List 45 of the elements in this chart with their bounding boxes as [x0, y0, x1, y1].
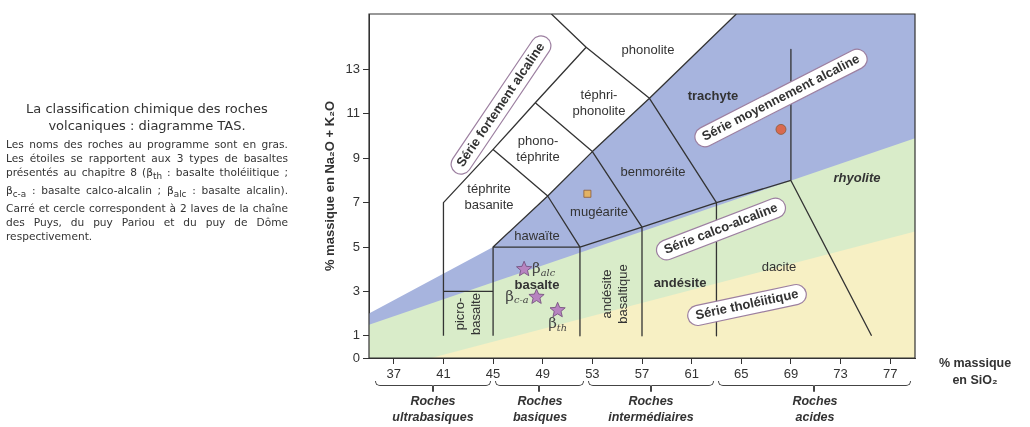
y-tick-label: 7: [352, 194, 360, 210]
annotation: téphri- phonolite: [572, 86, 626, 118]
x-tick-label: 53: [585, 366, 600, 382]
annotation: phono- téphrite: [516, 132, 560, 164]
annotation: dacite: [761, 258, 797, 274]
series-label: βalc: [532, 259, 556, 278]
x-tick-label: 37: [386, 366, 402, 382]
x-tick-label: 69: [783, 366, 799, 382]
point: [775, 124, 787, 135]
annotation: picro- basalte: [451, 293, 483, 335]
y-tick-label: 0: [352, 349, 360, 365]
point: [549, 301, 566, 318]
text: Roches ultrabasiques: [392, 394, 474, 425]
point: [583, 189, 592, 198]
y-axis-title: % massique en Na₂O + K₂O: [322, 100, 338, 272]
x-tick-label: 65: [734, 366, 749, 382]
annotation: benmoréite: [620, 163, 686, 179]
text: Roches intermédiaires: [608, 394, 694, 425]
point: [516, 260, 533, 277]
x-tick-label: 49: [535, 366, 550, 382]
text: La classification chimique des roches volcaniques : diagramme TAS.: [25, 100, 269, 134]
x-tick-label: 61: [684, 366, 699, 382]
annotation: hawaïte: [514, 227, 560, 243]
annotation: téphrite basanite: [464, 180, 514, 212]
text: Roches acides: [792, 394, 838, 425]
x-axis-title: % massique en SiO₂: [938, 356, 1012, 388]
text: Roches basiques: [512, 394, 568, 425]
y-tick-label: 9: [352, 149, 360, 165]
annotation: andésite: [653, 274, 707, 290]
x-tick-label: 73: [833, 366, 848, 382]
y-tick-label: 5: [352, 238, 360, 254]
text: Les noms des roches au programme sont en gras. Les étoiles se rapportent aux 3 types de basaltes présentés au chapitre 8 (β$_{th}$ : basalte tholéiitique ; β$_{c-a}$ : basalte calco-alcalin ; β$_{alc}$ : basalte alcalin). Carré et cercle correspondent à 2 laves de la chaîne des Puys, du puy Pariou et du puy de Dôme respectivement.: [6, 138, 288, 243]
annotation: rhyolite: [833, 169, 881, 185]
x-tick-label: 41: [436, 366, 451, 382]
y-tick-label: 13: [345, 61, 360, 77]
y-tick-label: 3: [352, 283, 360, 298]
annotation: mugéarite: [570, 203, 628, 219]
annotation: andésite basaltique: [598, 264, 630, 324]
annotation: phonolite: [621, 41, 675, 57]
y-tick-label: 1: [352, 327, 360, 343]
x-tick-label: 77: [882, 366, 898, 382]
y-tick-label: 11: [346, 105, 360, 121]
point: [528, 288, 545, 304]
x-tick-label: 57: [634, 366, 650, 382]
x-tick-label: 45: [485, 366, 501, 382]
